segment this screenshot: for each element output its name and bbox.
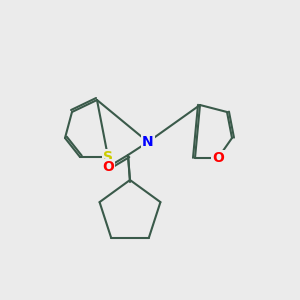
Text: O: O bbox=[102, 160, 114, 174]
Text: S: S bbox=[103, 150, 113, 164]
Text: N: N bbox=[142, 135, 154, 149]
Text: O: O bbox=[212, 151, 224, 165]
